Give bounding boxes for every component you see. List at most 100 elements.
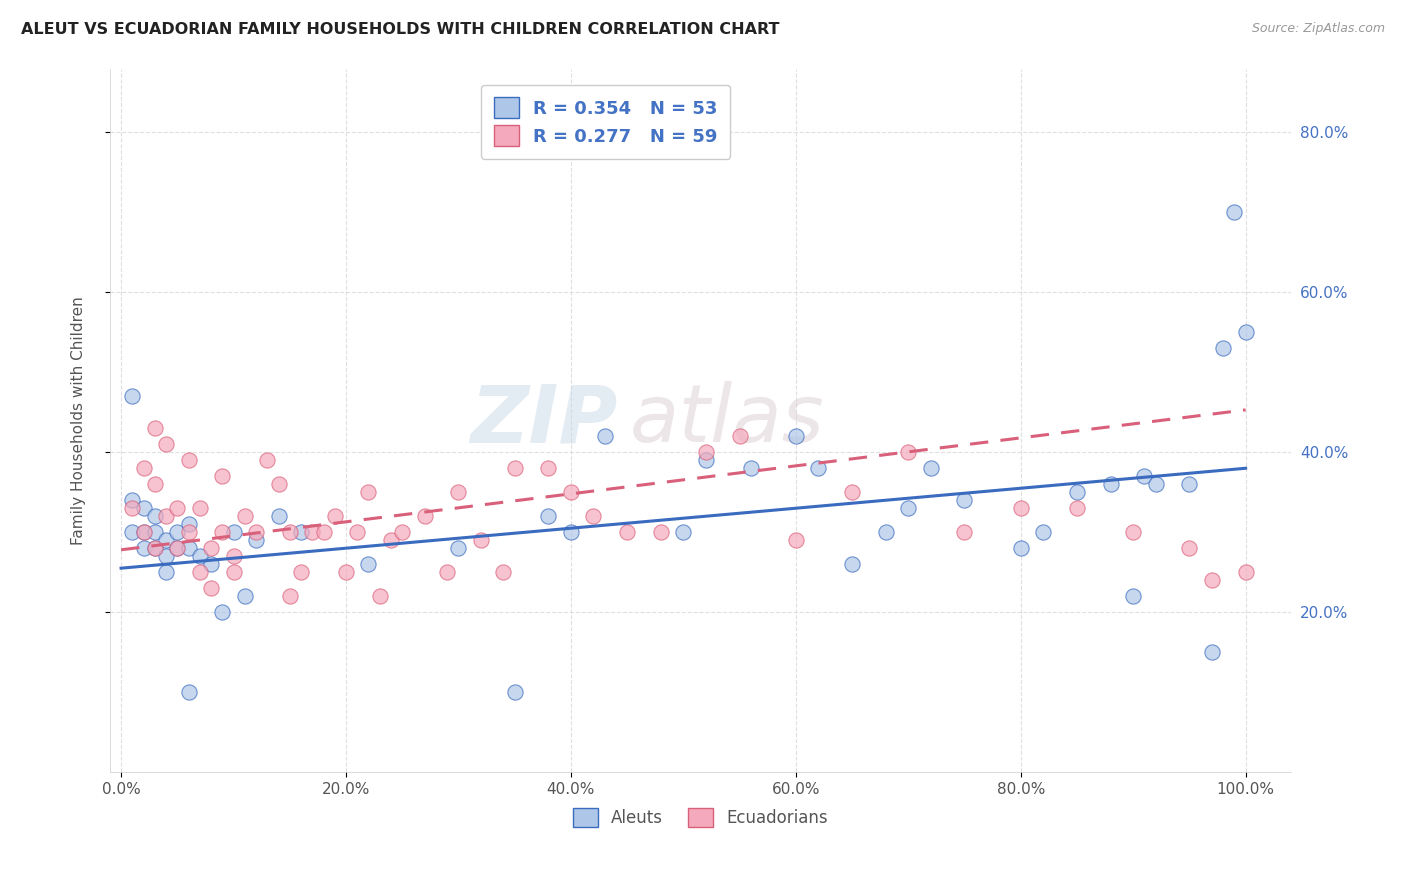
- Point: [200, 541, 222, 556]
- Point: [897, 501, 920, 516]
- Point: [1178, 477, 1201, 491]
- Point: [132, 525, 155, 540]
- Point: [121, 389, 143, 403]
- Point: [560, 525, 582, 540]
- Point: [1099, 477, 1122, 491]
- Point: [1032, 525, 1054, 540]
- Point: [1223, 205, 1246, 219]
- Point: [200, 581, 222, 595]
- Point: [470, 533, 492, 548]
- Point: [897, 445, 920, 459]
- Point: [233, 509, 256, 524]
- Point: [267, 509, 290, 524]
- Point: [335, 565, 357, 579]
- Point: [155, 437, 177, 451]
- Point: [132, 461, 155, 475]
- Point: [143, 421, 166, 435]
- Point: [121, 493, 143, 508]
- Point: [593, 429, 616, 443]
- Point: [155, 549, 177, 564]
- Point: [503, 461, 526, 475]
- Point: [650, 525, 672, 540]
- Point: [121, 525, 143, 540]
- Point: [841, 485, 863, 500]
- Point: [222, 549, 245, 564]
- Point: [953, 525, 976, 540]
- Point: [1201, 573, 1223, 587]
- Point: [740, 461, 762, 475]
- Point: [166, 541, 188, 556]
- Point: [166, 525, 188, 540]
- Point: [413, 509, 436, 524]
- Point: [290, 565, 312, 579]
- Point: [290, 525, 312, 540]
- Point: [1144, 477, 1167, 491]
- Point: [143, 477, 166, 491]
- Legend: Aleuts, Ecuadorians: Aleuts, Ecuadorians: [565, 802, 835, 834]
- Point: [233, 589, 256, 603]
- Point: [143, 541, 166, 556]
- Point: [278, 589, 301, 603]
- Point: [728, 429, 751, 443]
- Point: [1234, 565, 1257, 579]
- Point: [357, 557, 380, 571]
- Point: [616, 525, 638, 540]
- Point: [267, 477, 290, 491]
- Point: [177, 525, 200, 540]
- Text: ZIP: ZIP: [470, 381, 617, 459]
- Point: [211, 469, 233, 483]
- Point: [143, 541, 166, 556]
- Point: [143, 525, 166, 540]
- Point: [177, 453, 200, 467]
- Point: [346, 525, 368, 540]
- Point: [785, 429, 807, 443]
- Point: [188, 565, 211, 579]
- Point: [177, 517, 200, 532]
- Point: [1234, 326, 1257, 340]
- Point: [695, 445, 717, 459]
- Point: [785, 533, 807, 548]
- Point: [391, 525, 413, 540]
- Point: [143, 509, 166, 524]
- Point: [560, 485, 582, 500]
- Point: [436, 565, 458, 579]
- Point: [132, 525, 155, 540]
- Point: [1066, 501, 1088, 516]
- Point: [953, 493, 976, 508]
- Point: [1201, 645, 1223, 659]
- Point: [166, 501, 188, 516]
- Point: [1122, 525, 1144, 540]
- Point: [368, 589, 391, 603]
- Point: [132, 501, 155, 516]
- Text: atlas: atlas: [630, 381, 824, 459]
- Point: [211, 605, 233, 619]
- Point: [537, 509, 560, 524]
- Point: [132, 541, 155, 556]
- Point: [166, 541, 188, 556]
- Point: [188, 501, 211, 516]
- Point: [177, 541, 200, 556]
- Point: [312, 525, 335, 540]
- Point: [177, 685, 200, 699]
- Point: [537, 461, 560, 475]
- Point: [1133, 469, 1156, 483]
- Point: [200, 557, 222, 571]
- Point: [278, 525, 301, 540]
- Point: [672, 525, 695, 540]
- Point: [582, 509, 605, 524]
- Point: [807, 461, 830, 475]
- Point: [1212, 342, 1234, 356]
- Text: ALEUT VS ECUADORIAN FAMILY HOUSEHOLDS WITH CHILDREN CORRELATION CHART: ALEUT VS ECUADORIAN FAMILY HOUSEHOLDS WI…: [21, 22, 779, 37]
- Point: [211, 525, 233, 540]
- Point: [841, 557, 863, 571]
- Point: [155, 565, 177, 579]
- Point: [256, 453, 278, 467]
- Point: [323, 509, 346, 524]
- Point: [222, 565, 245, 579]
- Point: [695, 453, 717, 467]
- Point: [301, 525, 323, 540]
- Text: Source: ZipAtlas.com: Source: ZipAtlas.com: [1251, 22, 1385, 36]
- Point: [222, 525, 245, 540]
- Point: [447, 541, 470, 556]
- Point: [1122, 589, 1144, 603]
